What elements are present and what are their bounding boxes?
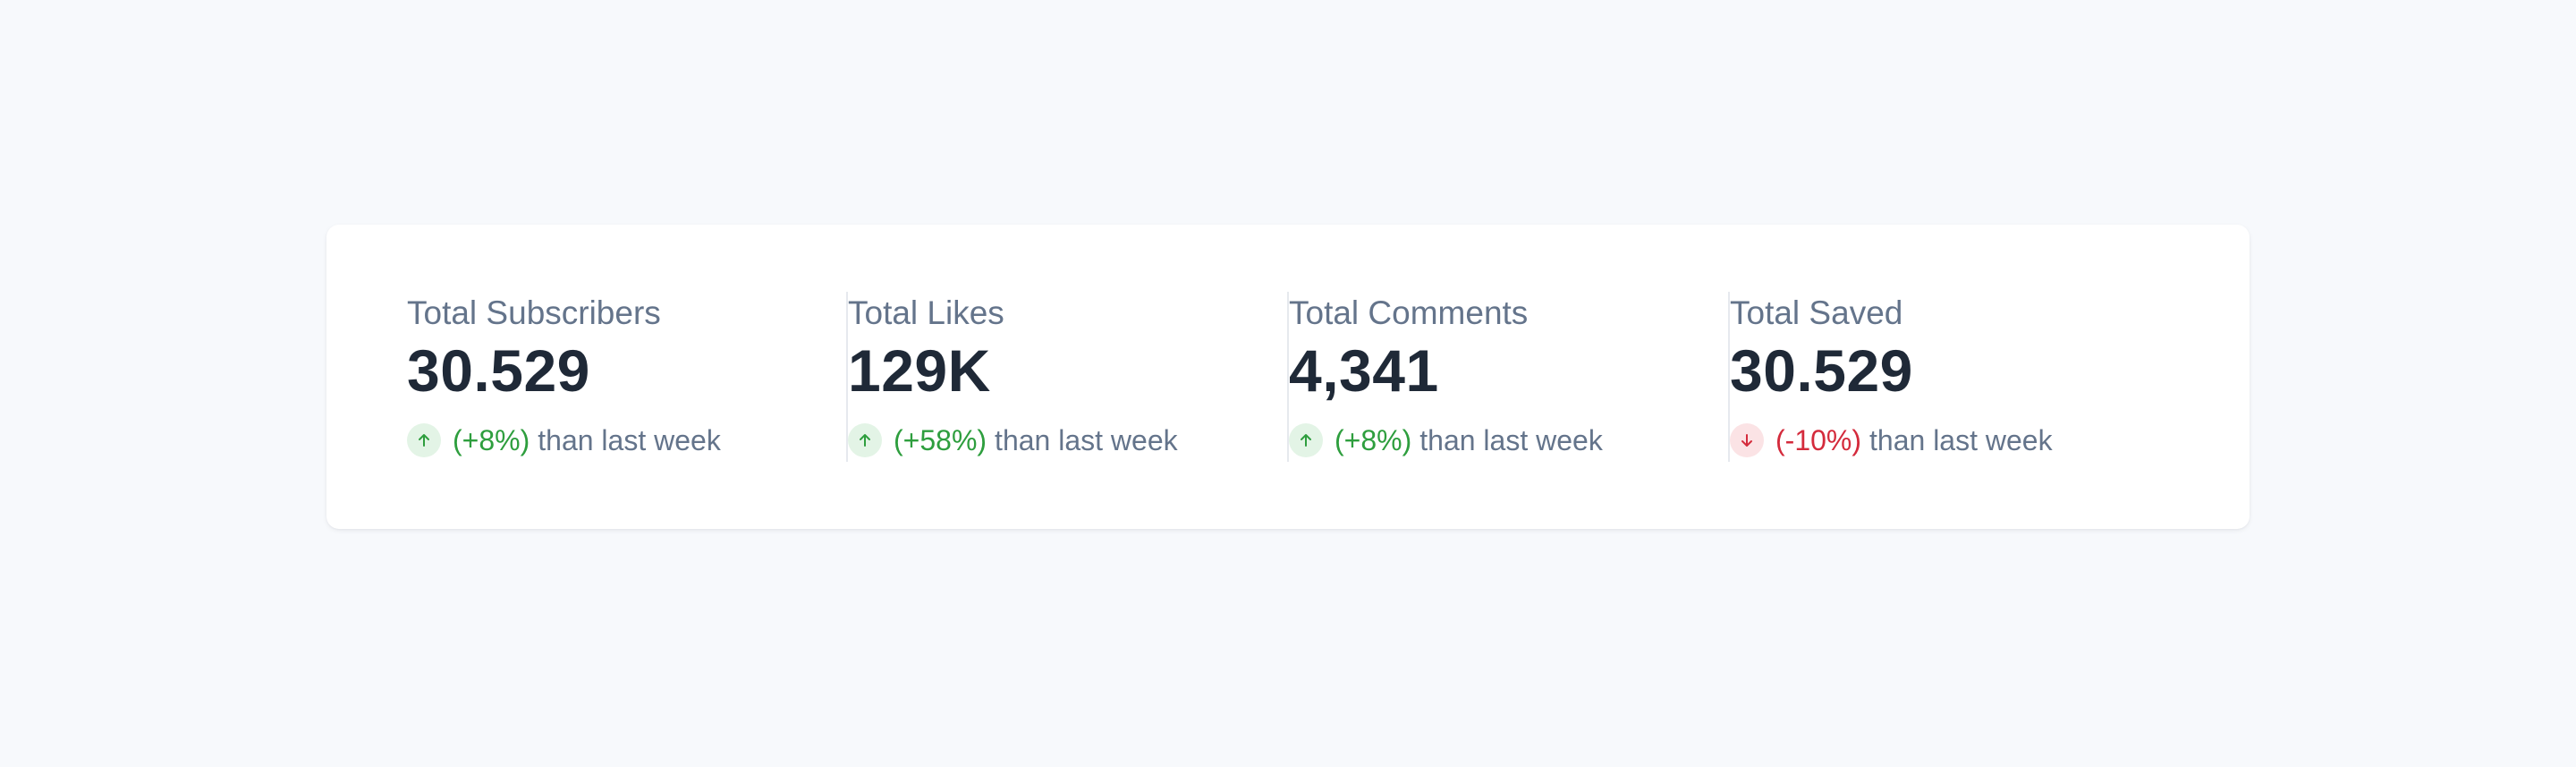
stat-label: Total Likes: [848, 294, 1004, 331]
change-suffix: than last week: [1869, 424, 2053, 456]
stat-change: (-10%) than last week: [1730, 422, 2169, 458]
change-suffix: than last week: [995, 424, 1178, 456]
stat-value: 4,341: [1289, 337, 1439, 404]
stat-change: (+8%) than last week: [407, 422, 846, 458]
stat-label: Total Subscribers: [407, 294, 661, 331]
change-percent: (+58%): [894, 424, 987, 456]
divider: [846, 292, 848, 462]
arrow-down-icon: [1730, 423, 1764, 457]
stat-value: 30.529: [1730, 337, 1913, 404]
stats-card: Total Subscribers 30.529 (+8%) than last…: [326, 225, 2250, 529]
change-percent: (+8%): [453, 424, 530, 456]
change-suffix: than last week: [538, 424, 721, 456]
stat-label: Total Saved: [1730, 294, 1903, 331]
arrow-up-icon: [1289, 423, 1323, 457]
stat-change: (+58%) than last week: [848, 422, 1287, 458]
stat-value: 30.529: [407, 337, 590, 404]
divider: [1287, 292, 1289, 462]
change-percent: (+8%): [1335, 424, 1412, 456]
arrow-up-icon: [848, 423, 882, 457]
stat-change: (+8%) than last week: [1289, 422, 1728, 458]
change-suffix: than last week: [1419, 424, 1603, 456]
stat-total-subscribers: Total Subscribers 30.529 (+8%) than last…: [407, 292, 846, 462]
stat-total-comments: Total Comments 4,341 (+8%) than last wee…: [1289, 292, 1728, 462]
stat-total-saved: Total Saved 30.529 (-10%) than last week: [1730, 292, 2169, 462]
stat-total-likes: Total Likes 129K (+58%) than last week: [848, 292, 1287, 462]
divider: [1728, 292, 1730, 462]
stat-label: Total Comments: [1289, 294, 1529, 331]
change-percent: (-10%): [1775, 424, 1862, 456]
stat-value: 129K: [848, 337, 991, 404]
arrow-up-icon: [407, 423, 441, 457]
